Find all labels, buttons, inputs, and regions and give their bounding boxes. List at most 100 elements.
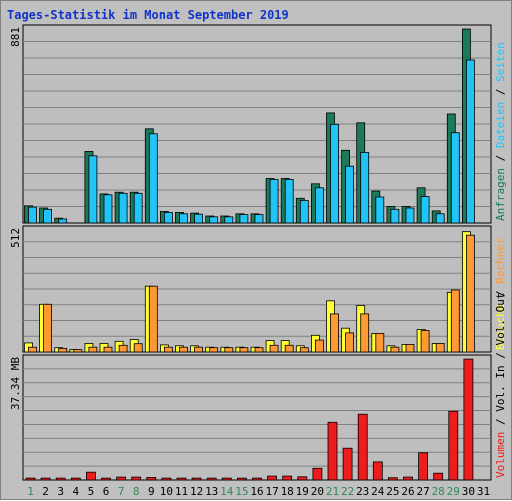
bottom-bar-volumen-day-18 — [282, 475, 293, 481]
legend-separator: / — [494, 82, 507, 102]
bottom-panel: 37.34 MB — [9, 354, 492, 481]
bottom-bar-volumen-day-27 — [418, 452, 429, 481]
top-ymax-label: 881 — [9, 27, 22, 47]
bottom-bar-volumen-day-16 — [252, 477, 262, 481]
middle-bar-rechner-day-9 — [148, 285, 158, 353]
middle-bar-rechner-day-22 — [345, 332, 355, 353]
x-tick-label-day-28: 28 — [432, 485, 445, 498]
bottom-bar-volumen-day-6 — [101, 477, 111, 481]
top-bar-dateien-day-26 — [405, 207, 415, 224]
bottom-bar-volumen-day-5 — [86, 471, 96, 481]
top-bar-dateien-day-16 — [254, 214, 264, 224]
x-tick-label-day-25: 25 — [386, 485, 399, 498]
middle-bar-rechner-day-7 — [118, 344, 128, 353]
top-bar-dateien-day-30 — [465, 59, 475, 224]
middle-bar-rechner-day-15 — [239, 347, 249, 353]
middle-bar-rechner-day-29 — [450, 289, 460, 353]
top-bar-dateien-day-24 — [375, 196, 385, 224]
bottom-bar-volumen-day-22 — [342, 447, 353, 481]
top-bar-dateien-day-14 — [224, 216, 234, 224]
x-tick-label-day-30: 30 — [462, 485, 475, 498]
legend-entry-seiten: Seiten — [494, 42, 507, 82]
x-tick-label-day-8: 8 — [133, 485, 140, 498]
middle-bar-rechner-day-5 — [88, 346, 98, 353]
top-legend: Anfragen / Dateien / Seiten — [494, 42, 507, 221]
bottom-ymax-label: 37.34 MB — [9, 357, 22, 410]
bottom-bar-volumen-day-10 — [161, 477, 172, 481]
bottom-bar-volumen-day-19 — [297, 476, 308, 481]
chart-title: Tages-Statistik im Monat September 2019 — [7, 8, 289, 22]
top-bar-dateien-day-18 — [284, 178, 294, 224]
bottom-bar-volumen-day-14 — [221, 477, 232, 481]
bottom-bar-volumen-day-21 — [327, 421, 338, 481]
bottom-bar-volumen-day-29 — [448, 410, 459, 481]
middle-bar-rechner-day-10 — [163, 346, 173, 353]
middle-panel: 512 — [9, 225, 492, 353]
x-tick-label-day-21: 21 — [326, 485, 339, 498]
top-bar-dateien-day-10 — [163, 211, 173, 224]
top-bar-dateien-day-8 — [133, 192, 143, 224]
bottom-bar-volumen-day-3 — [55, 477, 66, 481]
middle-bar-rechner-day-19 — [299, 347, 309, 353]
top-bar-dateien-day-5 — [88, 155, 98, 224]
top-bar-dateien-day-11 — [179, 213, 188, 224]
x-tick-label-day-23: 23 — [356, 485, 369, 498]
top-bar-dateien-day-3 — [58, 218, 68, 224]
top-bar-dateien-day-2 — [43, 208, 52, 224]
x-tick-label-day-7: 7 — [118, 485, 125, 498]
middle-bar-rechner-day-25 — [390, 346, 400, 353]
middle-bar-rechner-day-2 — [43, 303, 52, 353]
middle-bar-rechner-day-12 — [194, 346, 204, 353]
x-tick-label-day-6: 6 — [103, 485, 110, 498]
x-tick-label-day-1: 1 — [27, 485, 34, 498]
x-tick-label-day-27: 27 — [416, 485, 429, 498]
x-tick-label-day-3: 3 — [57, 485, 64, 498]
x-tick-label-day-14: 14 — [220, 485, 234, 498]
legend-separator: / — [494, 284, 507, 304]
middle-bar-rechner-day-18 — [284, 344, 294, 353]
top-bar-dateien-day-7 — [118, 192, 128, 224]
middle-legend: Besuche / Rechner — [494, 237, 507, 350]
bottom-bar-volumen-day-24 — [372, 461, 383, 481]
legend-entry-volumen: Volumen — [494, 432, 507, 478]
top-bar-dateien-day-12 — [194, 213, 204, 224]
top-bar-dateien-day-17 — [269, 178, 279, 224]
bottom-bar-volumen-day-2 — [40, 477, 51, 481]
top-bar-dateien-day-29 — [450, 132, 460, 224]
bottom-bar-volumen-day-30 — [463, 358, 474, 481]
legend-entry-vol-in: Vol. In — [494, 365, 507, 411]
middle-bar-rechner-day-3 — [58, 347, 68, 353]
bottom-bar-volumen-day-17 — [267, 475, 278, 481]
bottom-bar-volumen-day-8 — [131, 476, 142, 481]
middle-bar-rechner-day-8 — [133, 343, 143, 353]
middle-bar-rechner-day-23 — [360, 313, 370, 353]
x-tick-label-day-20: 20 — [311, 485, 324, 498]
top-bar-dateien-day-19 — [299, 200, 309, 224]
x-tick-label-day-18: 18 — [281, 485, 294, 498]
top-bar-dateien-day-20 — [314, 187, 324, 224]
top-bar-dateien-day-6 — [103, 194, 113, 224]
middle-bar-rechner-day-1 — [28, 346, 37, 353]
legend-separator: / — [494, 412, 507, 432]
bottom-bar-volumen-day-23 — [357, 413, 368, 481]
middle-bar-rechner-day-11 — [179, 346, 188, 353]
x-tick-label-day-12: 12 — [190, 485, 203, 498]
legend-entry-besuche: Besuche — [494, 304, 507, 350]
bottom-bar-volumen-day-7 — [116, 476, 126, 481]
x-tick-label-day-31: 31 — [477, 485, 490, 498]
middle-bar-rechner-day-13 — [209, 347, 219, 353]
middle-bar-rechner-day-26 — [405, 343, 415, 353]
legend-entry-vol-out: Vol. Out — [494, 293, 507, 346]
x-tick-label-day-29: 29 — [447, 485, 460, 498]
bottom-bar-volumen-day-1 — [25, 477, 36, 481]
x-tick-label-day-11: 11 — [175, 485, 188, 498]
top-bar-dateien-day-22 — [345, 165, 355, 224]
x-tick-label-day-19: 19 — [296, 485, 309, 498]
legend-entry-dateien: Dateien — [494, 102, 507, 148]
x-tick-label-day-5: 5 — [88, 485, 95, 498]
x-tick-label-day-9: 9 — [148, 485, 155, 498]
middle-bar-rechner-day-14 — [224, 347, 234, 353]
top-bar-dateien-day-23 — [360, 152, 370, 224]
